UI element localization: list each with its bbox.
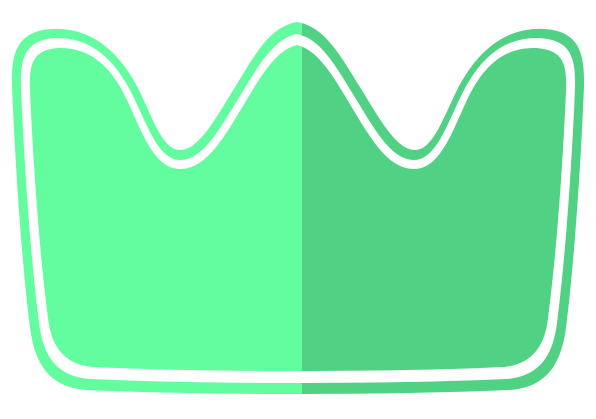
crown-canvas (11, 22, 585, 394)
crown-icon (11, 22, 585, 394)
